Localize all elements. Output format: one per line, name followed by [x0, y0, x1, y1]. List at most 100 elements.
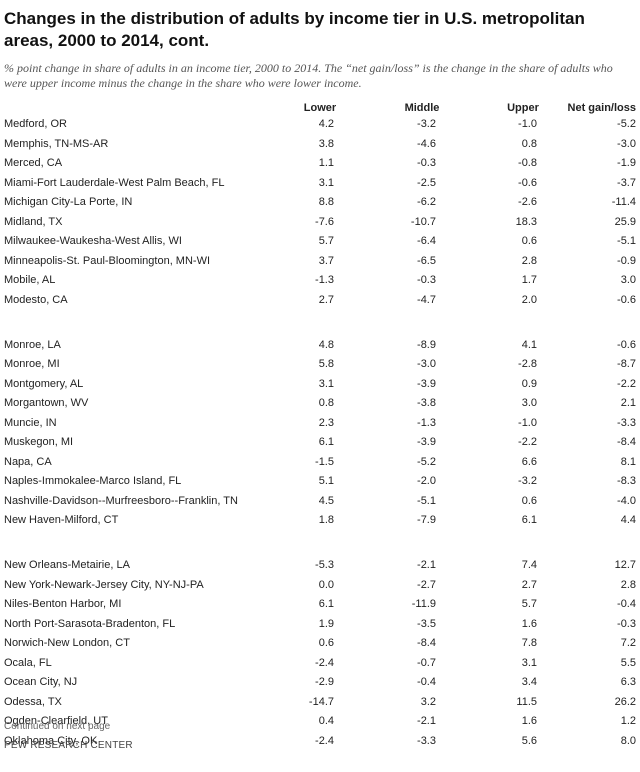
cell-value: 5.1 — [318, 475, 334, 488]
cell-value: -4.7 — [417, 293, 436, 306]
row-label: Merced, CA — [4, 157, 63, 170]
cell-value: 0.6 — [521, 235, 537, 248]
cell-value: -11.9 — [411, 598, 436, 611]
cell-value: 5.6 — [521, 734, 537, 747]
cell-value: -1.5 — [315, 455, 334, 468]
row-label: Medford, OR — [4, 118, 67, 130]
cell-value: -3.9 — [417, 436, 436, 449]
row-label: Muskegon, MI — [4, 436, 74, 449]
cell-value: -3.8 — [417, 397, 436, 410]
row-label: Monroe, LA — [4, 338, 61, 351]
cell-value: 2.7 — [318, 293, 334, 306]
cell-value: 3.7 — [318, 254, 334, 267]
cell-value: -2.9 — [315, 676, 334, 689]
cell-value: 1.9 — [318, 617, 334, 630]
cell-value: 0.8 — [521, 137, 537, 150]
row-label: Napa, CA — [4, 455, 52, 468]
title: Changes in the distribution of adults by… — [4, 9, 585, 50]
cell-value: -2.8 — [518, 358, 537, 371]
row-label: Muncie, IN — [4, 416, 57, 429]
row-label: Midland, TX — [4, 215, 63, 228]
cell-value: -0.3 — [417, 274, 436, 287]
cell-value: 1.7 — [521, 274, 537, 287]
cell-value: -2.2 — [617, 377, 636, 390]
cell-value: 2.0 — [521, 293, 537, 306]
cell-value: -3.2 — [417, 118, 436, 130]
cell-value: -0.4 — [617, 598, 636, 611]
cell-value: 25.9 — [614, 215, 636, 228]
cell-value: -3.0 — [417, 358, 436, 371]
cell-value: 3.1 — [318, 377, 334, 390]
cell-value: -1.3 — [315, 274, 334, 287]
cell-value: 3.4 — [521, 676, 537, 689]
cell-value: -10.7 — [410, 215, 436, 228]
cell-value: 3.1 — [521, 656, 537, 669]
cell-value: 0.8 — [318, 397, 334, 410]
cell-value: -8.4 — [417, 637, 436, 650]
row-label: Miami-Fort Lauderdale-West Palm Beach, F… — [4, 176, 225, 189]
cell-value: 3.0 — [620, 274, 636, 287]
cell-value: -2.6 — [518, 196, 537, 209]
cell-value: 0.6 — [521, 494, 537, 507]
row-label: Naples-Immokalee-Marco Island, FL — [4, 475, 182, 488]
cell-value: -0.8 — [518, 157, 537, 170]
cell-value: -1.0 — [518, 416, 537, 429]
cell-value: 8.0 — [620, 734, 636, 747]
column-header: Net gain/loss — [567, 102, 636, 114]
cell-value: -0.3 — [417, 157, 436, 170]
row-label: New Haven-Milford, CT — [4, 514, 119, 527]
cell-value: -2.0 — [417, 475, 436, 488]
cell-value: -2.2 — [518, 436, 537, 449]
cell-value: 1.8 — [318, 514, 334, 527]
cell-value: -5.3 — [315, 559, 334, 571]
cell-value: 5.5 — [620, 656, 636, 669]
row-label: Milwaukee-Waukesha-West Allis, WI — [4, 235, 182, 248]
cell-value: -3.9 — [417, 377, 436, 390]
cell-value: -0.3 — [617, 617, 636, 630]
cell-value: -2.4 — [315, 656, 334, 669]
cell-value: 2.8 — [620, 578, 636, 591]
cell-value: 6.1 — [318, 436, 334, 449]
cell-value: -3.2 — [518, 475, 537, 488]
row-label: Norwich-New London, CT — [4, 637, 130, 650]
cell-value: -5.1 — [617, 235, 636, 248]
cell-value: -4.0 — [617, 494, 636, 507]
cell-value: 6.6 — [521, 455, 537, 468]
cell-value: -1.0 — [518, 118, 537, 130]
cell-value: 5.8 — [318, 358, 334, 371]
row-label: Morgantown, WV — [4, 397, 89, 410]
cell-value: -0.6 — [617, 338, 636, 351]
cell-value: 7.2 — [620, 637, 636, 650]
source: PEW RESEARCH CENTER — [4, 740, 133, 751]
cell-value: -11.4 — [611, 196, 636, 209]
cell-value: 5.7 — [318, 235, 334, 248]
cell-value: 1.2 — [620, 715, 636, 728]
cell-value: -2.4 — [315, 734, 334, 747]
cell-value: 0.9 — [521, 377, 537, 390]
row-label: Montgomery, AL — [4, 377, 84, 390]
cell-value: -0.9 — [617, 254, 636, 267]
cell-value: 18.3 — [515, 215, 537, 228]
row-label: Monroe, MI — [4, 358, 60, 371]
cell-value: -4.6 — [417, 137, 436, 150]
cell-value: 2.7 — [521, 578, 537, 591]
row-label: Modesto, CA — [4, 293, 68, 306]
row-label: Niles-Benton Harbor, MI — [4, 598, 122, 611]
cell-value: 4.1 — [521, 338, 537, 351]
row-label: Ogden-Clearfield, UT — [4, 715, 108, 728]
cell-value: 6.3 — [620, 676, 636, 689]
cell-value: 2.3 — [318, 416, 334, 429]
cell-value: 4.4 — [620, 514, 636, 527]
cell-value: -0.6 — [617, 293, 636, 306]
cell-value: -8.4 — [617, 436, 636, 449]
cell-value: 26.2 — [614, 695, 636, 708]
cell-value: 0.0 — [318, 578, 334, 591]
cell-value: -3.3 — [617, 416, 636, 429]
row-label: Ocala, FL — [4, 656, 52, 669]
column-header: Lower — [303, 102, 337, 114]
cell-value: -3.7 — [617, 176, 636, 189]
row-label: Nashville-Davidson--Murfreesboro--Frankl… — [4, 494, 238, 507]
cell-value: 6.1 — [521, 514, 537, 527]
row-label: Michigan City-La Porte, IN — [4, 196, 133, 209]
